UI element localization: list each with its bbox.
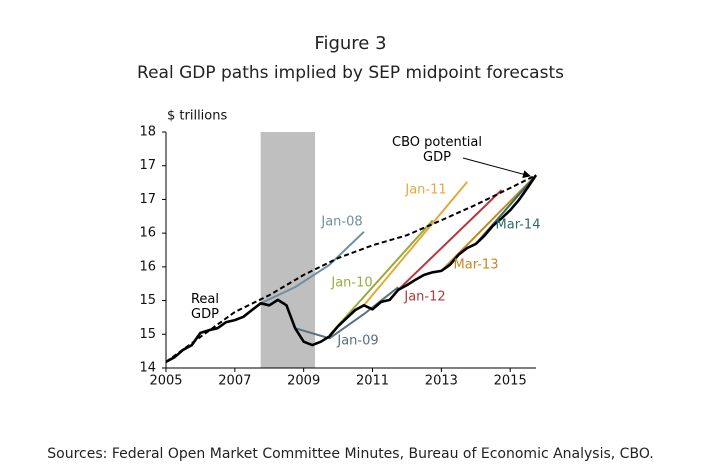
series-line xyxy=(328,219,434,336)
figure-label: Figure 3 xyxy=(314,33,387,54)
x-tick-label: 2015 xyxy=(494,374,527,389)
series-label: Jan-09 xyxy=(337,333,379,349)
x-tick-label: 2011 xyxy=(356,374,389,389)
series-label: Jan-08 xyxy=(321,214,363,230)
series-label: Jan-12 xyxy=(404,289,446,305)
y-tick-label: 17 xyxy=(139,158,156,173)
y-tick-label: 16 xyxy=(139,259,156,274)
y-tick-label: 16 xyxy=(139,226,156,241)
y-axis-label: $ trillions xyxy=(167,109,227,124)
y-tick-label: 17 xyxy=(139,192,156,207)
annotation-arrow xyxy=(462,157,531,179)
x-tick-label: 2013 xyxy=(425,374,458,389)
series-label: Mar-14 xyxy=(495,217,541,233)
y-tick-label: 18 xyxy=(139,125,156,140)
dashed-line xyxy=(165,174,537,363)
shaded-region xyxy=(260,132,316,368)
series-label: Jan-10 xyxy=(331,275,373,291)
y-tick-label: 14 xyxy=(139,361,156,376)
series-line xyxy=(363,181,468,306)
series-line xyxy=(260,231,365,305)
source: Sources: Federal Open Market Committee M… xyxy=(47,446,654,462)
x-tick-label: 2007 xyxy=(218,374,251,389)
x-tick-label: 2009 xyxy=(287,374,320,389)
series-line xyxy=(165,174,538,364)
chart-title: Real GDP paths implied by SEP midpoint f… xyxy=(137,63,564,83)
y-tick-label: 15 xyxy=(139,293,156,308)
series-label: Mar-13 xyxy=(453,257,499,273)
series-label: Jan-11 xyxy=(405,182,447,198)
series-line xyxy=(397,189,503,291)
x-tick-label: 2005 xyxy=(149,374,182,389)
series-label: CBO potential GDP xyxy=(392,135,482,165)
y-tick-label: 15 xyxy=(139,327,156,342)
series-label: Real GDP xyxy=(190,292,220,322)
